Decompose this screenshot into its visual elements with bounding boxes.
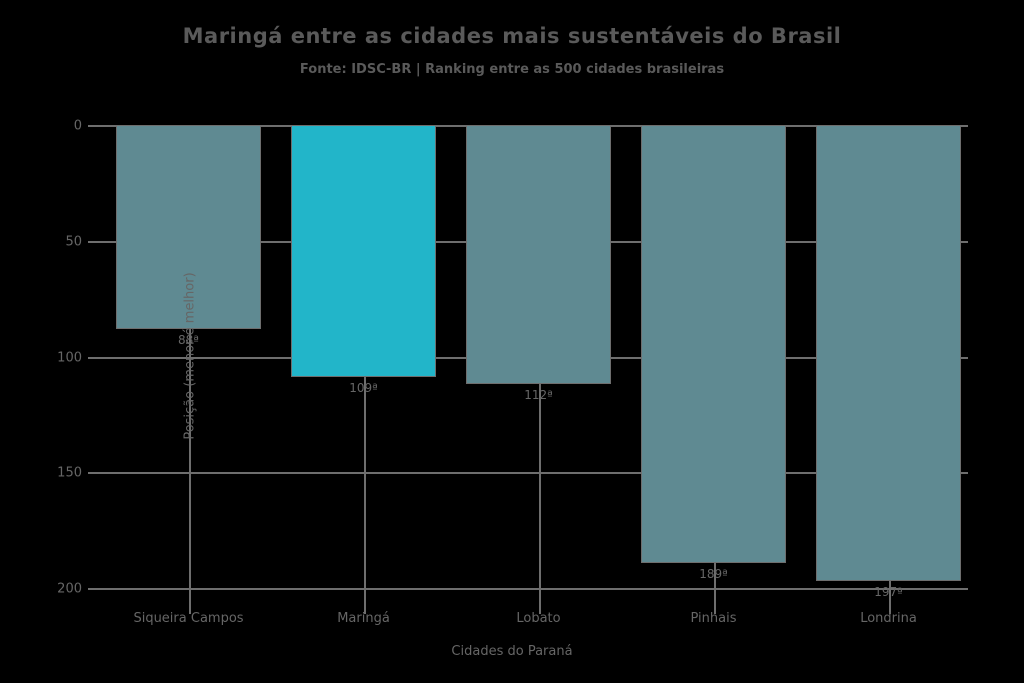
bar-value-label: 189ª (699, 566, 728, 581)
chart-subtitle: Fonte: IDSC-BR | Ranking entre as 500 ci… (299, 62, 725, 77)
bar-value-label: 197ª (874, 585, 903, 600)
bar-value-label: 112ª (524, 388, 553, 403)
y-tick-label: 0 (73, 118, 82, 134)
x-tick-label: Lobato (516, 611, 561, 626)
bar-pinhais (641, 125, 786, 563)
y-axis-title: Posição (menor é melhor) (182, 272, 198, 440)
y-tick-label: 150 (57, 465, 82, 481)
x-gridline (188, 125, 191, 614)
y-gridline (88, 588, 968, 590)
y-tick-label: 100 (57, 350, 82, 365)
x-tick-label: Pinhais (690, 611, 737, 626)
bar-londrina (816, 125, 961, 582)
bar-siqueira-campos (116, 125, 261, 329)
bar-maringá (291, 125, 436, 378)
bar-value-label: 88ª (178, 332, 199, 347)
x-tick-label: Siqueira Campos (133, 611, 244, 626)
x-tick-label: Maringá (337, 611, 390, 626)
y-tick-label: 200 (57, 581, 82, 597)
y-gridline (88, 472, 968, 475)
x-tick-label: Londrina (860, 611, 917, 626)
bar-lobato (466, 125, 611, 385)
bar-value-label: 109ª (349, 381, 378, 396)
x-axis-title: Cidades do Paraná (451, 644, 573, 659)
y-tick-label: 50 (65, 234, 82, 250)
chart-title: Maringá entre as cidades mais sustentáve… (182, 24, 842, 48)
